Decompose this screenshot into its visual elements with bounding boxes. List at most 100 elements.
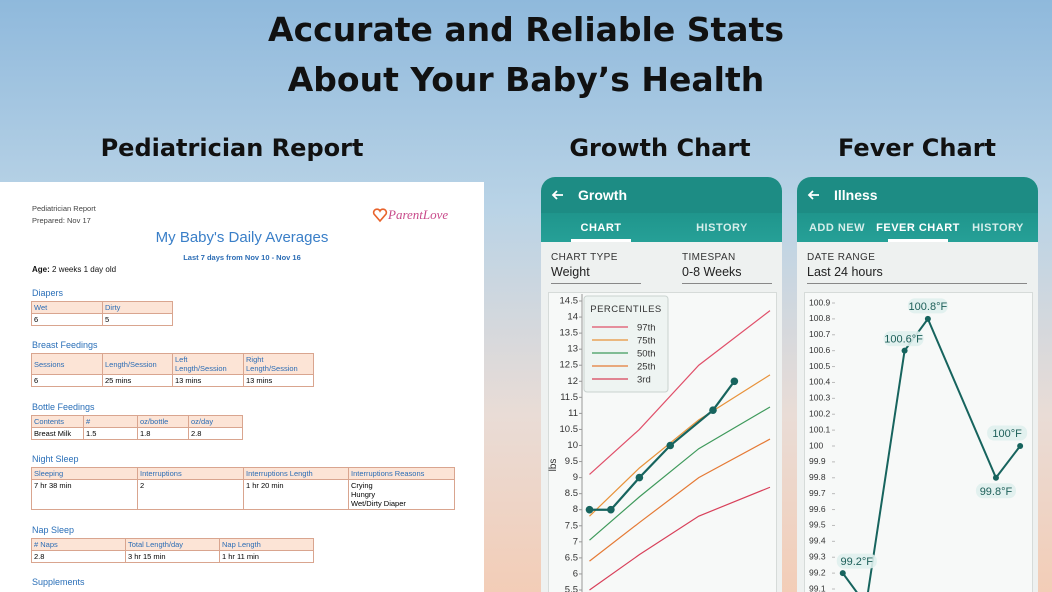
y-tick-label: 14 [567, 312, 578, 323]
cell: 13 mins [172, 374, 244, 387]
data-table: Sleeping Interruptions Interruptions Lengt… [31, 467, 455, 510]
y-tick-label: 9.5 [565, 456, 578, 467]
y-tick-label: 100 [809, 440, 823, 450]
header-row: Sleeping Interruptions Interruptions Lengt… [31, 467, 455, 480]
tab[interactable]: HISTORY [972, 222, 1024, 234]
logo: ParentLove [388, 207, 449, 222]
y-tick-label: 99.5 [809, 520, 826, 530]
measurement-point [585, 505, 594, 514]
y-tick-label: 10 [567, 440, 578, 451]
cell-line: Crying [351, 481, 373, 490]
header-cell: Interruptions Reasons [348, 467, 455, 480]
y-tick-label: 100.1 [809, 424, 831, 434]
y-tick-label: 99.6 [809, 504, 826, 514]
cell: 2 [137, 479, 244, 510]
tab[interactable]: CHART [580, 222, 622, 234]
header-cell: Right Length/Session [243, 353, 314, 375]
field-value: Last 24 hours [807, 265, 883, 279]
y-tick-label: 100.8 [809, 313, 831, 323]
y-tick-label: 99.7 [809, 488, 826, 498]
percentile-line [589, 374, 771, 517]
section-title: Growth Chart [569, 134, 751, 162]
field-value: 0-8 Weeks [682, 265, 742, 279]
back-icon[interactable] [551, 188, 565, 202]
cell: 1 hr 20 min [243, 479, 349, 510]
tab[interactable]: ADD NEW [808, 222, 866, 234]
value-label-bg [975, 483, 1016, 499]
y-tick-label: 99.2 [809, 567, 826, 577]
growth-phone: Growth CHART HISTORY CHART TYPE Weight TIMES… [541, 177, 782, 592]
value-label: 99.2°F [841, 556, 874, 568]
tab[interactable]: FEVER CHART [876, 222, 960, 234]
header-row: Sessions Length/Session Left Length/Sessio… [31, 353, 314, 375]
header-cell: # Naps [31, 538, 126, 551]
app-title: Growth [578, 187, 627, 203]
row: 6 25 mins 13 mins 13 mins [31, 374, 314, 387]
cell: 7 hr 38 min [31, 479, 138, 510]
y-tick-label: 12 [567, 376, 578, 387]
y-tick-label: 100.5 [809, 361, 831, 371]
tab-indicator [888, 239, 948, 242]
y-tick-label: 99.1 [809, 583, 826, 592]
header-cell: Wet [31, 301, 103, 314]
age: Age: 2 weeks 1 day old [32, 265, 116, 274]
report-date: Prepared: Nov 17 [32, 216, 91, 225]
y-tick-label: 99.9 [809, 456, 826, 466]
legend-label: 97th [637, 323, 656, 334]
field-value: Weight [551, 265, 590, 279]
cell: 1.5 [83, 427, 138, 440]
section-title: Breast Feedings [32, 340, 98, 350]
y-tick-label: 5.5 [565, 585, 578, 592]
data-table: # Naps Total Length/day Nap Length 2.8 3 hr … [31, 538, 314, 563]
header-cell: Interruptions Length [243, 467, 349, 480]
value-label-bg [883, 331, 924, 347]
fever-point [992, 474, 999, 481]
value-label-bg [836, 553, 877, 569]
cell: 13 mins [243, 374, 314, 387]
fever-point [924, 315, 931, 322]
header-row: Wet Dirty [31, 301, 173, 314]
legend-title: PERCENTILES [590, 304, 662, 315]
tab[interactable]: HISTORY [696, 222, 748, 234]
section-title: Fever Chart [837, 134, 997, 162]
y-tick-label: 13 [567, 344, 578, 355]
section-title: Pediatrician Report [100, 134, 364, 162]
header-cell: Total Length/day [125, 538, 220, 551]
value-label: 99.8°F [980, 486, 1013, 498]
y-tick-label: 6 [573, 568, 578, 579]
measurement-point [635, 473, 644, 482]
fever-point [1017, 443, 1024, 449]
measurement-line [589, 380, 736, 511]
back-icon[interactable] [807, 188, 821, 202]
y-tick-label: 100.4 [809, 377, 831, 387]
y-tick-label: 11 [568, 408, 578, 419]
field-label: TIMESPAN [682, 252, 736, 263]
value-label: 100°F [992, 428, 1022, 440]
cell: 6 [31, 313, 103, 326]
tab-indicator [571, 239, 631, 242]
section-title: Supplements [32, 577, 85, 587]
header-cell: oz/bottle [137, 415, 189, 428]
percentile-line [589, 438, 771, 562]
value-label-bg [987, 425, 1028, 441]
y-tick-label: 14.5 [560, 296, 579, 307]
report-subtitle: Last 7 days from Nov 10 - Nov 16 [183, 253, 301, 262]
measurement-point [709, 406, 717, 414]
y-tick-label: 100.9 [809, 297, 831, 307]
logo-heart [372, 208, 388, 223]
measurement-point [730, 377, 739, 386]
row: 7 hr 38 min 2 1 hr 20 min Crying Hungry Wet/D… [31, 479, 455, 510]
field-underline [807, 283, 1027, 284]
y-axis-label: lbs [548, 459, 559, 472]
cell: 5 [102, 313, 173, 326]
y-tick-label: 99.3 [809, 551, 826, 561]
report: Pediatrician Report Prepared: Nov 17 Par… [0, 182, 484, 592]
value-label-bg [907, 298, 948, 314]
y-tick-label: 8 [573, 504, 578, 515]
data-table: Wet Dirty 6 5 [31, 301, 173, 326]
cell: 2.8 [31, 550, 126, 563]
cell-line: Wet/Dirty Diaper [351, 499, 406, 508]
field-underline [551, 283, 641, 284]
measurement-point [666, 441, 675, 450]
